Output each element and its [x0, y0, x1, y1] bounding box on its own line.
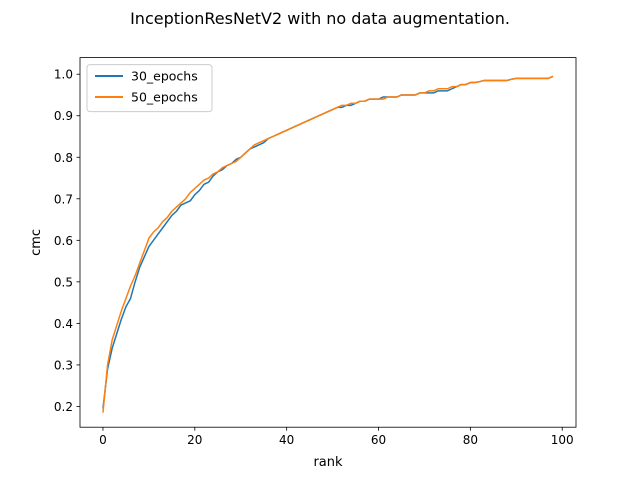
legend: 30_epochs 50_epochs [86, 64, 213, 113]
x-axis-ticks: 0 20 40 60 80 100 [99, 427, 574, 447]
series-line-50-epochs [102, 75, 554, 413]
x-tick-label: 40 [279, 433, 294, 447]
y-tick-label: 0.4 [54, 317, 73, 331]
axes-frame [79, 57, 577, 428]
chart-title: InceptionResNetV2 with no data augmentat… [130, 9, 510, 28]
y-tick-label: 0.7 [54, 192, 73, 206]
x-tick-label: 100 [551, 433, 574, 447]
y-tick-label: 1.0 [54, 68, 73, 82]
plot-area [102, 75, 554, 413]
x-tick-label: 20 [187, 433, 202, 447]
y-axis-label: cmc [29, 229, 44, 256]
y-tick-label: 0.3 [54, 358, 73, 372]
y-axis-ticks: 0.2 0.3 0.4 0.5 0.6 0.7 0.8 0.9 1.0 [54, 68, 80, 414]
y-tick-label: 0.6 [54, 234, 73, 248]
y-tick-label: 0.9 [54, 109, 73, 123]
x-axis-label: rank [313, 455, 343, 470]
y-tick-label: 0.8 [54, 151, 73, 165]
x-tick-label: 80 [463, 433, 478, 447]
x-tick-label: 60 [371, 433, 386, 447]
legend-label-30-epochs: 30_epochs [131, 69, 198, 84]
y-tick-label: 0.5 [54, 275, 73, 289]
y-tick-label: 0.2 [54, 400, 73, 414]
legend-label-50-epochs: 50_epochs [131, 90, 198, 105]
x-tick-label: 0 [99, 433, 107, 447]
